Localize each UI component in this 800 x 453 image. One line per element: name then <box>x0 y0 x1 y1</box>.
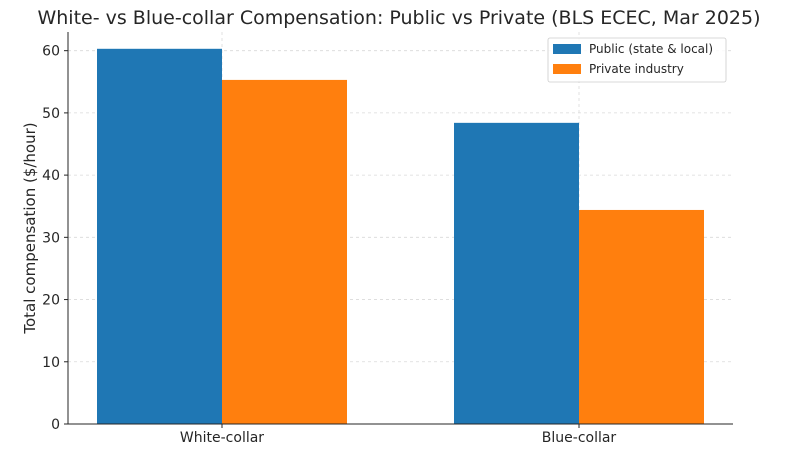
bars <box>97 48 704 425</box>
x-axis-ticks: White-collar Blue-collar <box>180 424 617 446</box>
y-tick-label: 30 <box>42 230 60 246</box>
bar-private-blue-collar <box>579 209 704 424</box>
y-tick-label: 10 <box>42 355 60 371</box>
legend: Public (state & local) Private industry <box>547 37 727 83</box>
x-tick-label: Blue-collar <box>542 430 617 446</box>
legend-swatch-public <box>553 44 581 54</box>
legend-label-public: Public (state & local) <box>589 42 713 56</box>
y-tick-label: 20 <box>42 293 60 309</box>
chart-title: White- vs Blue-collar Compensation: Publ… <box>37 7 760 29</box>
bar-public-blue-collar <box>454 122 579 424</box>
legend-box <box>547 37 727 83</box>
y-tick-label: 50 <box>42 106 60 122</box>
bar-private-white-collar <box>222 79 347 425</box>
y-axis-label: Total compensation ($/hour) <box>21 122 39 334</box>
legend-label-private: Private industry <box>589 62 684 76</box>
y-axis-ticks: 0 10 20 30 40 50 60 <box>42 44 68 433</box>
bar-public-white-collar <box>97 48 222 425</box>
y-tick-label: 0 <box>51 417 60 433</box>
y-tick-label: 60 <box>42 44 60 60</box>
x-tick-label: White-collar <box>180 430 264 446</box>
axes <box>67 32 733 425</box>
y-tick-label: 40 <box>42 168 60 184</box>
legend-swatch-private <box>553 64 581 74</box>
